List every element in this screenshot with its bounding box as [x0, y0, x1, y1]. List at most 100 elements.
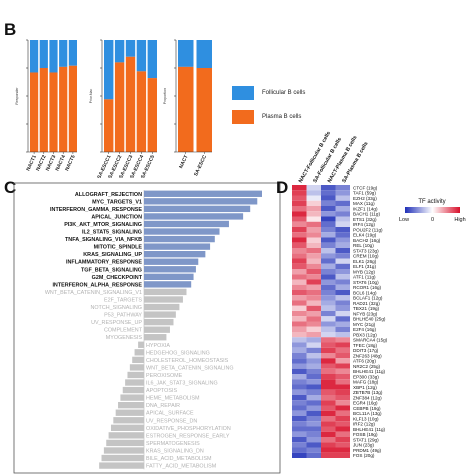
heatmap-cell	[335, 410, 350, 416]
heatmap-cell	[292, 342, 307, 348]
pathway-label-tnfa_signaling_via_nfkb: TNFA_SIGNALING_VIA_NFKB	[65, 237, 142, 243]
pathway-label-p53_pathway: P53_PATHWAY	[104, 313, 142, 319]
heatmap-cell	[321, 274, 336, 280]
heatmap-cell	[292, 216, 307, 222]
heatmap-cell	[292, 452, 307, 458]
heatmap-cell	[335, 305, 350, 311]
heatmap-cell	[335, 405, 350, 411]
heatmap-cell	[321, 379, 336, 385]
pathway-label-tgf_beta_signaling: TGF_BETA_SIGNALING	[81, 267, 142, 273]
heatmap-cell	[292, 242, 307, 248]
heatmap-cell	[321, 248, 336, 254]
heatmap-cell	[335, 279, 350, 285]
heatmap-cell	[335, 368, 350, 374]
tf-label: STAT3 (23g)	[353, 248, 379, 253]
heatmap-cell	[321, 374, 336, 380]
pathway-bar-mitotic_spindle	[144, 243, 211, 250]
pathway-label-il2_stat5_signaling: IL2_STAT5_SIGNALING	[82, 230, 142, 236]
pathway-label-wnt_beta_catenin_signaling_v1: WNT_BETA_CATENIN_SIGNALING_V1	[45, 290, 142, 296]
heatmap-cell	[335, 384, 350, 390]
tf-label: SMARCA4 (15g)	[353, 338, 388, 343]
pathway-label-heme_metabolism: HEME_METABOLISM	[146, 396, 200, 402]
heatmap-cell	[321, 284, 336, 290]
tf-label: PRDM1 (49g)	[353, 448, 382, 453]
heatmap-cell	[306, 353, 321, 359]
bar-follicular-NACT2	[39, 40, 48, 68]
heatmap-cell	[321, 221, 336, 227]
heatmap-cell	[321, 452, 336, 458]
tf-label: ZNF384 (12g)	[353, 395, 382, 400]
heatmap-cell	[292, 447, 307, 453]
heatmap-cell	[321, 185, 336, 191]
heatmap-cell	[292, 284, 307, 290]
heatmap-cell	[335, 389, 350, 395]
legend-low-label: Low	[399, 217, 409, 223]
tf-label: STAT6 (10g)	[353, 280, 379, 285]
tf-label: MYC (21g)	[353, 322, 376, 327]
heatmap-cell	[306, 216, 321, 222]
heatmap-cell	[335, 253, 350, 259]
heatmap-cell	[292, 185, 307, 191]
tf-label: BHLHE41 (11g)	[353, 427, 386, 432]
heatmap-cell	[335, 426, 350, 432]
heatmap-cell	[292, 232, 307, 238]
heatmap-cell	[306, 358, 321, 364]
pathway-label-bile_acid_metabolism: BILE_ACID_METABOLISM	[146, 456, 212, 462]
heatmap-cell	[292, 206, 307, 212]
legend-label-plasma: Plasma B cells	[262, 114, 302, 120]
tf-label: FOS (20g)	[353, 453, 375, 458]
heatmap-cell	[321, 300, 336, 306]
heatmap-cell	[306, 290, 321, 296]
heatmap-cell	[321, 442, 336, 448]
pathway-bar-tnfa_signaling_via_nfkb	[144, 235, 215, 243]
heatmap-cell	[335, 400, 350, 406]
heatmap-cell	[321, 416, 336, 422]
tf-label: PBX3 (12g)	[353, 332, 377, 337]
legend-high-label: High	[454, 217, 465, 223]
heatmap-cell	[335, 227, 350, 233]
tf-label: CTCF (19g)	[353, 185, 378, 190]
heatmap-cell	[321, 410, 336, 416]
bar-follicular-NACT3	[49, 40, 58, 73]
heatmap-cell	[306, 221, 321, 227]
y-axis-label: Responder	[15, 87, 19, 105]
tf-label: FOSB (19g)	[353, 432, 378, 437]
pathway-label-wnt_beta_catenin_signaling: WNT_BETA_CATENIN_SIGNALING	[146, 365, 234, 371]
pathway-bar-hedgehog_signaling	[134, 349, 144, 356]
heatmap-cell	[292, 300, 307, 306]
heatmap-cell	[292, 431, 307, 437]
tf-label: RAD21 (32g)	[353, 301, 380, 306]
pathway-bar-fatty_acid_metabolism	[99, 462, 144, 469]
heatmap-cell	[321, 353, 336, 359]
tf-label: E2F4 (16g)	[353, 327, 376, 332]
tf-label: IRF2 (12g)	[353, 422, 375, 427]
heatmap-cell	[321, 342, 336, 348]
tf-label: MAX (11g)	[353, 201, 375, 206]
heatmap-cell	[306, 206, 321, 212]
heatmap-cell	[306, 258, 321, 264]
panel-c-frame	[13, 182, 281, 474]
heatmap-cell	[306, 253, 321, 259]
heatmap-cell	[306, 311, 321, 317]
pathway-bar-myc_targets_v1	[144, 198, 258, 205]
pathway-bar-hypoxia	[138, 341, 144, 348]
tf-label: EP300 (33g)	[353, 374, 379, 379]
tf-label: JUN (23g)	[353, 443, 374, 448]
tf-label: IRF4 (12g)	[353, 222, 375, 227]
bar-follicular-NACT	[178, 40, 194, 67]
pathway-label-myogenesis: MYOGENESIS	[106, 335, 143, 341]
heatmap-cell	[335, 342, 350, 348]
heatmap-cell	[321, 447, 336, 453]
pathway-bar-peroxisome	[127, 371, 144, 379]
heatmap-cell	[306, 447, 321, 453]
heatmap-cell	[321, 311, 336, 317]
heatmap-cell	[335, 431, 350, 437]
heatmap-cell	[292, 248, 307, 254]
bar-plasma-SA-ESCC	[196, 68, 212, 152]
y-axis-label: Proportion	[163, 88, 167, 104]
heatmap-cell	[306, 437, 321, 443]
proportion-chart-3: Proportion NACT SA-ESCC	[163, 39, 212, 177]
bar-follicular-NACT5	[68, 40, 77, 66]
pathway-bar-estrogen_response_early	[108, 432, 144, 439]
